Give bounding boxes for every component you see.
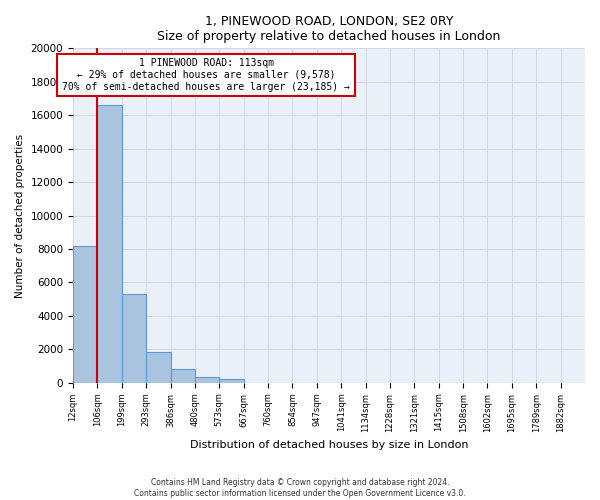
Bar — [146, 352, 170, 383]
Text: 1 PINEWOOD ROAD: 113sqm
← 29% of detached houses are smaller (9,578)
70% of semi: 1 PINEWOOD ROAD: 113sqm ← 29% of detache… — [62, 58, 350, 92]
Text: Contains HM Land Registry data © Crown copyright and database right 2024.
Contai: Contains HM Land Registry data © Crown c… — [134, 478, 466, 498]
Bar — [97, 105, 122, 383]
Bar — [73, 246, 97, 383]
Bar — [170, 370, 195, 383]
Bar — [195, 377, 220, 383]
X-axis label: Distribution of detached houses by size in London: Distribution of detached houses by size … — [190, 440, 468, 450]
Y-axis label: Number of detached properties: Number of detached properties — [15, 134, 25, 298]
Bar — [122, 294, 146, 383]
Title: 1, PINEWOOD ROAD, LONDON, SE2 0RY
Size of property relative to detached houses i: 1, PINEWOOD ROAD, LONDON, SE2 0RY Size o… — [157, 15, 501, 43]
Bar — [220, 380, 244, 383]
